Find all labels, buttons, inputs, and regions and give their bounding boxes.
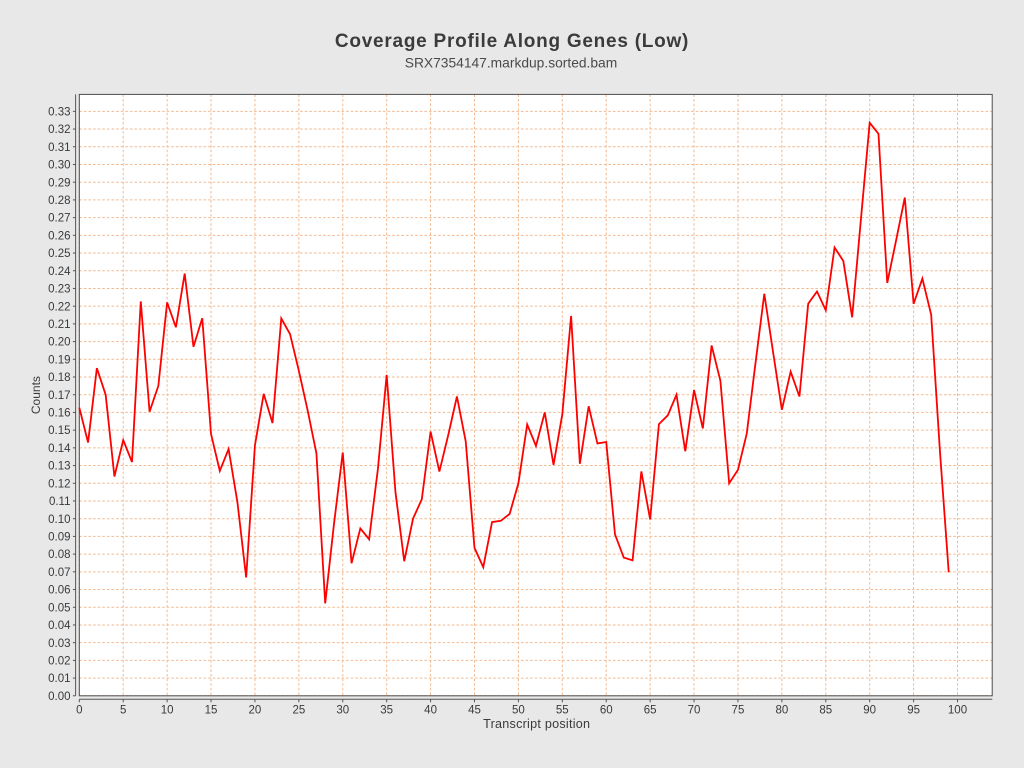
svg-text:0.06: 0.06 [48,585,70,597]
svg-text:0.32: 0.32 [48,124,70,136]
svg-text:65: 65 [644,705,657,717]
svg-text:0.04: 0.04 [48,620,71,632]
svg-text:0.22: 0.22 [48,301,70,313]
svg-text:40: 40 [424,705,437,717]
svg-text:10: 10 [161,705,174,717]
svg-text:0.15: 0.15 [48,425,70,437]
svg-text:0.08: 0.08 [48,549,70,561]
svg-text:0.10: 0.10 [48,514,70,526]
svg-text:0.05: 0.05 [48,602,70,614]
svg-text:0.13: 0.13 [48,461,70,473]
svg-text:45: 45 [468,705,481,717]
svg-text:60: 60 [600,705,613,717]
svg-text:Coverage Profile Along Genes (: Coverage Profile Along Genes (Low) [335,31,689,52]
svg-text:0.02: 0.02 [48,655,70,667]
svg-text:95: 95 [907,705,920,717]
svg-text:20: 20 [249,705,262,717]
svg-text:0.09: 0.09 [48,532,70,544]
svg-text:0.01: 0.01 [48,673,70,685]
svg-text:0.29: 0.29 [48,177,70,189]
svg-text:100: 100 [948,705,967,717]
svg-text:80: 80 [775,705,788,717]
svg-text:30: 30 [336,705,349,717]
svg-text:90: 90 [863,705,876,717]
svg-text:0.11: 0.11 [49,496,71,508]
svg-text:5: 5 [120,705,126,717]
svg-text:0.25: 0.25 [48,248,70,260]
svg-text:0.21: 0.21 [48,319,70,331]
svg-text:75: 75 [732,705,745,717]
svg-text:0.30: 0.30 [48,160,70,172]
svg-text:Transcript position: Transcript position [483,717,590,731]
svg-text:0.19: 0.19 [48,354,70,366]
svg-text:0.26: 0.26 [48,230,70,242]
svg-text:85: 85 [819,705,832,717]
svg-text:55: 55 [556,705,569,717]
svg-text:0.27: 0.27 [48,213,70,225]
svg-text:0.24: 0.24 [48,266,71,278]
svg-text:0.28: 0.28 [48,195,70,207]
svg-text:SRX7354147.markdup.sorted.bam: SRX7354147.markdup.sorted.bam [405,56,617,71]
svg-text:0.20: 0.20 [48,337,70,349]
svg-text:0.00: 0.00 [48,691,70,703]
svg-text:0.14: 0.14 [48,443,71,455]
svg-text:0.12: 0.12 [48,478,70,490]
svg-text:0: 0 [76,705,82,717]
svg-text:50: 50 [512,705,525,717]
svg-text:25: 25 [292,705,305,717]
svg-text:15: 15 [205,705,218,717]
svg-text:35: 35 [380,705,393,717]
svg-text:0.23: 0.23 [48,284,70,296]
svg-text:0.16: 0.16 [48,408,70,420]
svg-text:0.07: 0.07 [48,567,70,579]
svg-text:0.33: 0.33 [48,106,70,118]
svg-text:0.17: 0.17 [48,390,70,402]
svg-text:0.03: 0.03 [48,638,70,650]
svg-text:0.31: 0.31 [48,142,70,154]
svg-text:70: 70 [688,705,701,717]
svg-text:Counts: Counts [29,376,43,414]
svg-text:0.18: 0.18 [48,372,70,384]
